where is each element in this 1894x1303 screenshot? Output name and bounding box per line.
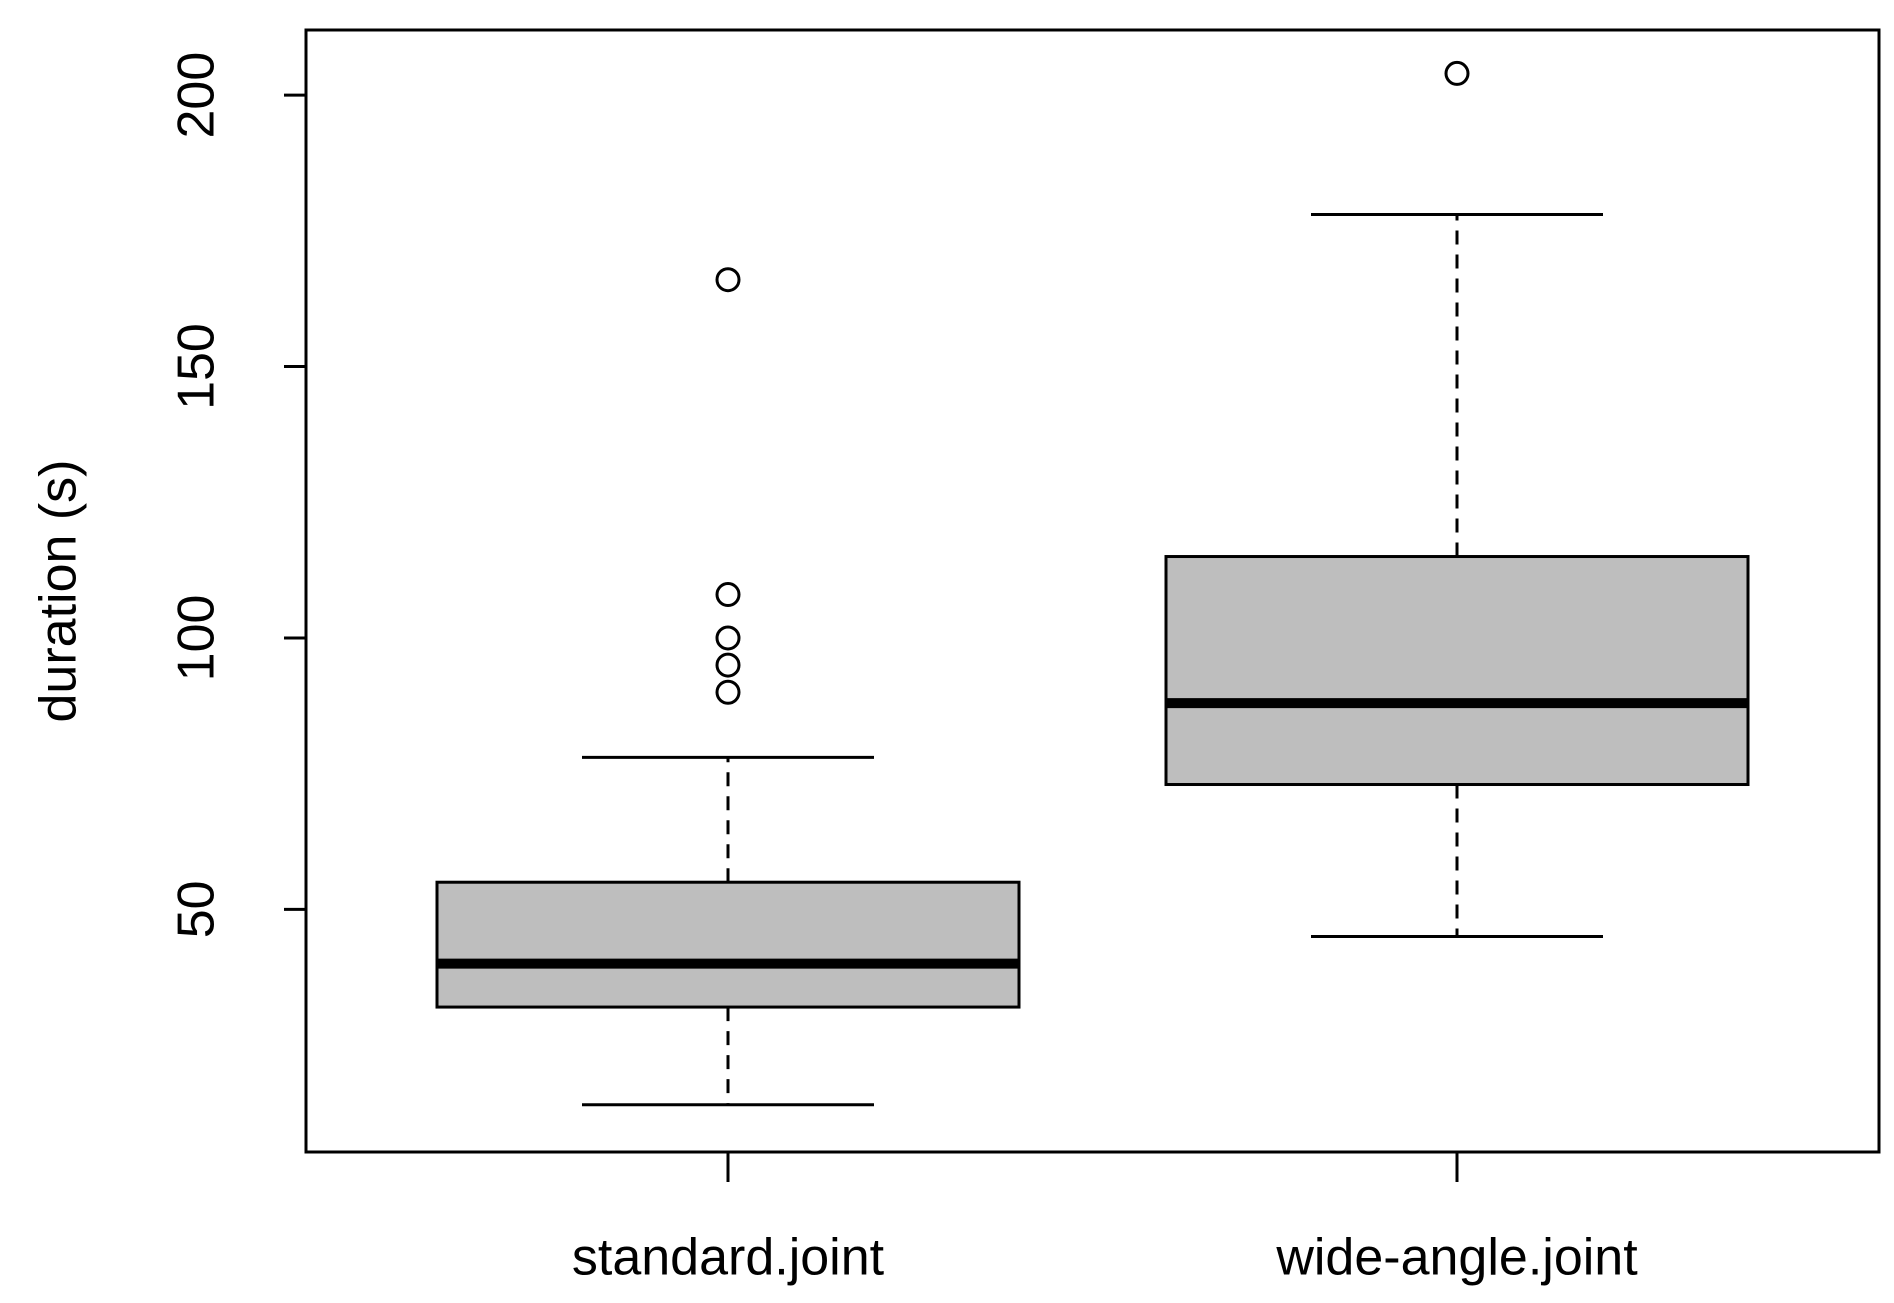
outlier	[715, 679, 741, 705]
y-tick-label: 100	[168, 595, 226, 682]
plot-frame	[304, 28, 1881, 1154]
box	[1164, 555, 1750, 787]
x-tick-label: wide-angle.joint	[1275, 1229, 1638, 1287]
box	[435, 880, 1021, 1009]
outlier	[715, 267, 741, 293]
outlier	[715, 652, 741, 678]
y-tick-label: 150	[168, 323, 226, 410]
outlier	[715, 582, 741, 608]
y-tick-label: 200	[168, 52, 226, 139]
y-tick-label: 50	[168, 880, 226, 938]
x-tick-label: standard.joint	[572, 1229, 885, 1287]
outlier	[1444, 60, 1470, 86]
y-axis-label: duration (s)	[30, 460, 88, 723]
outlier	[715, 625, 741, 651]
